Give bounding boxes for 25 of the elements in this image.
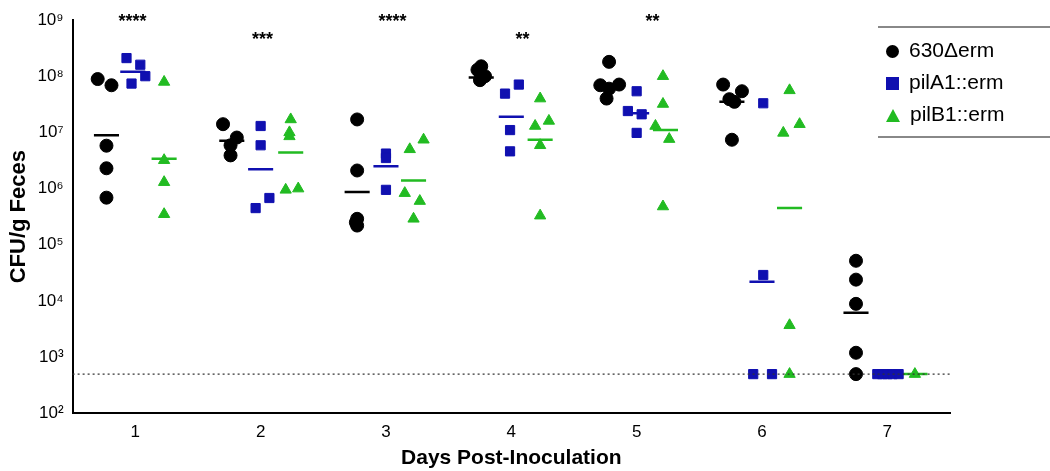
y-tick-label: 10⁵ (37, 234, 64, 254)
x-tick-label: 4 (506, 422, 517, 442)
annotation: *** (252, 28, 274, 49)
legend-label: pilA1::erm (909, 70, 1004, 93)
y-tick-label: 10⁴ (37, 290, 64, 310)
x-tick-label: 1 (130, 422, 141, 442)
x-tick-label: 2 (255, 422, 266, 442)
annotation: ** (515, 28, 530, 49)
y-tick-label: 10² (39, 403, 64, 423)
legend-label: 630Δerm (909, 38, 995, 61)
x-axis-title: Days Post-Inoculation (401, 445, 622, 469)
y-tick-label: 10³ (39, 346, 64, 366)
y-tick-label: 10⁹ (37, 9, 64, 29)
annotation: **** (378, 10, 407, 31)
y-tick-label: 10⁷ (38, 122, 64, 142)
x-tick-label: 5 (631, 422, 642, 442)
annotation: ** (645, 10, 660, 31)
y-axis-title: CFU/g Feces (5, 150, 31, 284)
x-tick-label: 6 (757, 422, 767, 442)
annotation: **** (118, 10, 147, 31)
y-tick-label: 10⁶ (37, 178, 64, 198)
y-tick-label: 10⁸ (37, 65, 64, 85)
x-tick-label: 7 (882, 422, 893, 442)
x-tick-label: 3 (381, 422, 391, 442)
legend-label: pilB1::erm (910, 102, 1005, 125)
